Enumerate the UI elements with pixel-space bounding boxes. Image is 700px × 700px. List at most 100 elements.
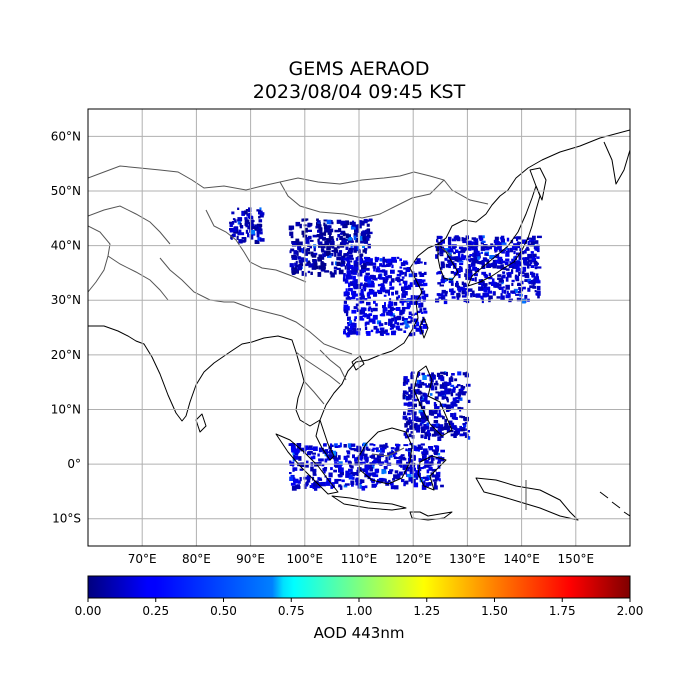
aod-pixel bbox=[245, 229, 249, 234]
aod-pixel bbox=[508, 264, 514, 268]
aod-pixel bbox=[435, 254, 439, 259]
aod-pixel bbox=[298, 259, 303, 263]
aod-pixel bbox=[364, 256, 367, 260]
aod-pixel bbox=[492, 262, 498, 267]
aod-pixel bbox=[321, 249, 325, 253]
aod-pixel bbox=[465, 428, 468, 431]
aod-pixel bbox=[403, 402, 409, 406]
aod-pixel bbox=[350, 225, 356, 230]
aod-pixel bbox=[364, 298, 368, 301]
aod-pixel bbox=[317, 272, 322, 277]
lon-tick-label: 110°E bbox=[341, 552, 378, 566]
aod-pixel bbox=[336, 267, 341, 270]
aod-pixel bbox=[457, 396, 461, 400]
aod-pixel bbox=[514, 261, 518, 266]
aod-pixel bbox=[373, 307, 378, 312]
aod-pixel bbox=[364, 485, 368, 489]
title-line-1: GEMS AERAOD bbox=[288, 58, 430, 80]
aod-pixel bbox=[343, 444, 347, 448]
aod-pixel bbox=[388, 318, 393, 324]
aod-pixel bbox=[416, 427, 421, 433]
aod-pixel bbox=[423, 293, 429, 298]
aod-pixel bbox=[229, 223, 233, 227]
aod-pixel bbox=[258, 219, 263, 223]
aod-pixel bbox=[464, 273, 469, 278]
aod-pixel bbox=[516, 252, 521, 256]
aod-pixel bbox=[405, 421, 411, 426]
aod-pixel bbox=[421, 279, 425, 283]
aod-pixel bbox=[372, 447, 378, 450]
aod-pixel bbox=[487, 246, 492, 250]
aod-pixel bbox=[330, 240, 335, 245]
lat-tick-label: 20°N bbox=[51, 348, 81, 362]
aod-pixel bbox=[390, 447, 395, 450]
aod-pixel bbox=[424, 425, 430, 430]
aod-pixel bbox=[317, 238, 320, 243]
aod-pixel bbox=[362, 249, 366, 253]
aod-pixel bbox=[498, 248, 502, 252]
aod-pixel bbox=[301, 257, 305, 263]
aod-pixel bbox=[536, 247, 540, 253]
aod-pixel bbox=[333, 266, 338, 270]
aod-pixel bbox=[256, 232, 260, 238]
aod-pixel bbox=[336, 261, 341, 266]
aod-pixel bbox=[387, 452, 391, 456]
aod-pixel bbox=[299, 223, 302, 229]
aod-pixel bbox=[454, 378, 458, 382]
aod-pixel bbox=[480, 295, 484, 300]
aod-pixel bbox=[310, 239, 314, 242]
aod-pixel bbox=[316, 234, 321, 238]
aod-pixel bbox=[259, 207, 262, 210]
aod-pixel bbox=[354, 472, 359, 476]
aod-pixel bbox=[358, 312, 363, 315]
lon-tick-label: 90°E bbox=[236, 552, 265, 566]
aod-pixel bbox=[425, 451, 429, 455]
aod-pixel bbox=[412, 403, 417, 408]
aod-pixel bbox=[297, 247, 300, 251]
aod-pixel bbox=[368, 306, 372, 310]
aod-pixel bbox=[397, 295, 400, 299]
aod-pixel bbox=[422, 414, 426, 417]
aod-pixel bbox=[312, 234, 318, 238]
aod-pixel bbox=[356, 308, 360, 312]
aod-pixel bbox=[399, 322, 404, 326]
aod-pixel bbox=[432, 479, 438, 482]
aod-pixel bbox=[324, 240, 330, 245]
aod-pixel bbox=[458, 274, 461, 279]
border-central-asia bbox=[88, 205, 171, 245]
aod-pixel bbox=[289, 250, 292, 254]
aod-pixel bbox=[495, 254, 500, 259]
aod-pixel bbox=[383, 466, 388, 470]
aod-pixel bbox=[456, 296, 460, 301]
aod-pixel bbox=[392, 453, 396, 458]
aod-pixel bbox=[404, 271, 407, 277]
aod-pixel bbox=[389, 306, 394, 311]
aod-pixel bbox=[319, 478, 323, 481]
aod-pixel bbox=[427, 374, 432, 377]
aod-pixel bbox=[343, 274, 346, 279]
aod-pixel bbox=[501, 260, 506, 264]
aod-pixel bbox=[237, 219, 241, 225]
aod-pixel bbox=[305, 258, 308, 262]
aod-pixel bbox=[417, 296, 422, 302]
aod-pixel bbox=[350, 260, 353, 263]
aod-pixel bbox=[407, 457, 412, 460]
aod-pixel bbox=[495, 240, 499, 245]
aod-pixel bbox=[473, 273, 478, 277]
aod-pixel bbox=[365, 267, 370, 271]
aod-pixel bbox=[344, 483, 350, 486]
aod-pixel bbox=[260, 238, 265, 242]
aod-pixel bbox=[308, 263, 313, 268]
aod-pixel bbox=[336, 219, 342, 224]
aod-pixel bbox=[326, 245, 331, 250]
aod-pixel bbox=[353, 448, 359, 452]
aod-pixel bbox=[419, 422, 423, 426]
aod-pixel bbox=[467, 255, 472, 258]
aod-pixel bbox=[401, 301, 404, 306]
aod-pixel bbox=[433, 402, 437, 407]
aod-pixel bbox=[455, 385, 459, 388]
aod-pixel bbox=[387, 304, 391, 309]
aod-pixel bbox=[359, 297, 365, 300]
aod-pixel bbox=[416, 310, 421, 314]
aod-pixel bbox=[483, 288, 488, 293]
